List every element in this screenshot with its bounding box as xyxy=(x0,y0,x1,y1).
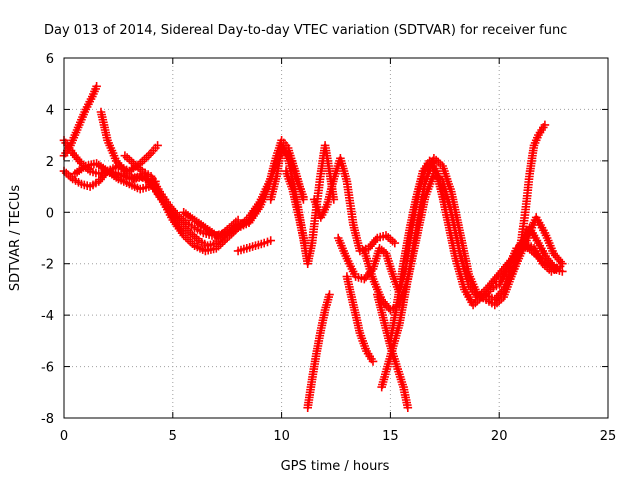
series-trail xyxy=(303,292,333,410)
x-tick-label: 5 xyxy=(169,429,177,444)
chart-title: Day 013 of 2014, Sidereal Day-to-day VTE… xyxy=(44,23,567,38)
series-trail xyxy=(236,237,272,255)
series-track-20 xyxy=(505,213,567,284)
plot-frame xyxy=(63,57,609,419)
data-points xyxy=(59,82,567,412)
x-tick-label: 10 xyxy=(273,429,290,444)
series-trail xyxy=(310,156,397,255)
data-point xyxy=(266,236,275,245)
series-track-7 xyxy=(179,136,308,240)
x-tick-label: 15 xyxy=(382,429,399,444)
x-tick-label: 25 xyxy=(600,429,617,444)
y-tick-label: 6 xyxy=(46,52,54,67)
series-trail xyxy=(506,215,565,281)
series-track-5 xyxy=(70,159,160,194)
series-trail xyxy=(72,159,158,193)
series-track-12 xyxy=(309,154,400,256)
y-tick-label: 2 xyxy=(46,155,54,170)
x-tick-label: 20 xyxy=(491,429,508,444)
axis-ticks: 0 5 10 15 20 25 -8 -6 -4 -2 0 2 4 6 xyxy=(41,52,616,444)
series-track-1 xyxy=(59,82,101,160)
series-track-14 xyxy=(342,272,378,366)
series-trail xyxy=(343,274,376,364)
y-tick-label: -2 xyxy=(41,258,54,273)
y-tick-label: 0 xyxy=(46,206,54,221)
series-track-11 xyxy=(303,290,334,412)
y-tick-label: -8 xyxy=(41,412,54,427)
series-track-10 xyxy=(281,141,339,268)
x-tick-label: 0 xyxy=(60,429,68,444)
y-tick-label: -4 xyxy=(41,309,54,324)
y-axis-label: SDTVAR / TECUs xyxy=(8,185,23,292)
y-tick-label: 4 xyxy=(46,103,54,118)
y-tick-label: -6 xyxy=(41,361,54,376)
series-track-8 xyxy=(233,236,275,256)
x-axis-label: GPS time / hours xyxy=(281,459,390,474)
